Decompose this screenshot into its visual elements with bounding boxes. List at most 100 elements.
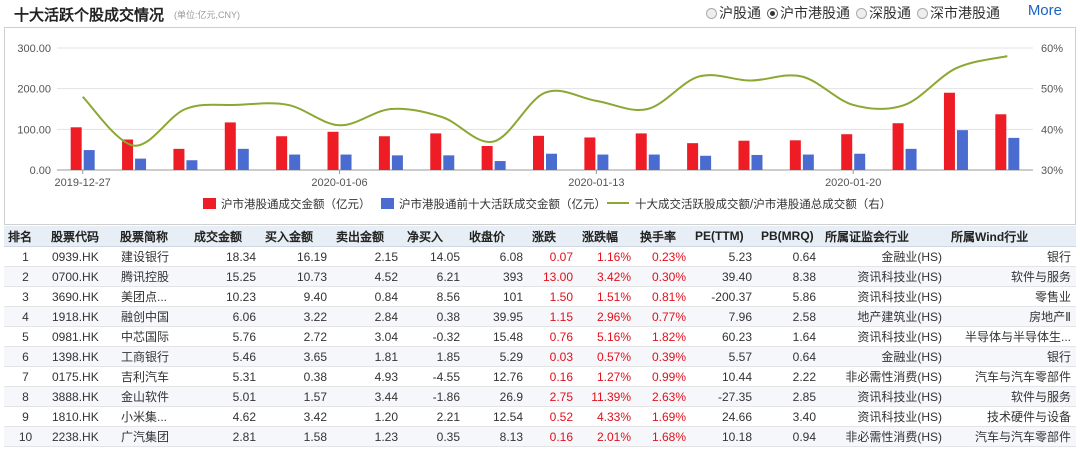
table-row[interactable]: 6 1398.HK 工商银行 5.46 3.65 1.81 1.85 5.29 0.03 0.57… <box>4 346 1076 367</box>
bar-total-turnover <box>533 135 544 170</box>
column-header[interactable]: 收盘价 <box>465 226 528 247</box>
table-cell: 1.50 <box>528 286 578 307</box>
table-row[interactable]: 7 0175.HK 吉利汽车 5.31 0.38 4.93 -4.55 12.76 0.16 1.… <box>4 366 1076 387</box>
table-cell: 1.57 <box>261 386 332 407</box>
table-cell: 18.34 <box>190 246 261 267</box>
column-header[interactable]: 所属Wind行业 <box>947 226 1076 247</box>
table-cell: 0.07 <box>528 246 578 267</box>
bar-total-turnover <box>892 123 904 170</box>
bar-top10-turnover <box>186 160 198 170</box>
column-header[interactable]: 成交金额 <box>190 226 261 247</box>
table-cell: 非必需性消费(HS) <box>821 426 947 447</box>
table-cell: 0939.HK <box>47 246 116 267</box>
table-row[interactable]: 8 3888.HK 金山软件 5.01 1.57 3.44 -1.86 26.9 2.75 11.… <box>4 386 1076 407</box>
bar-top10-turnover <box>289 154 301 170</box>
bar-top10-turnover <box>443 155 455 170</box>
table-cell: 101 <box>465 286 528 307</box>
table-cell: 2.96% <box>578 306 636 327</box>
column-header[interactable]: 涨跌幅 <box>578 226 636 247</box>
bar-total-turnover <box>224 122 236 170</box>
column-header[interactable]: 净买入 <box>403 226 465 247</box>
market-radio-0[interactable]: 沪股通 <box>706 3 761 23</box>
bar-top10-turnover <box>700 155 712 170</box>
x-tick-label: 2020-01-20 <box>825 177 881 189</box>
table-cell: 1.81 <box>332 346 403 367</box>
column-header[interactable]: 股票代码 <box>47 226 116 247</box>
table-cell: 0.03 <box>528 346 578 367</box>
table-cell: 3.42% <box>578 266 636 287</box>
table-cell: 393 <box>465 266 528 287</box>
table-row[interactable]: 4 1918.HK 融创中国 6.06 3.22 2.84 0.38 39.95 1.15 2.9… <box>4 306 1076 327</box>
table-cell: 39.95 <box>465 306 528 327</box>
table-cell: 12.54 <box>465 406 528 427</box>
bar-top10-turnover <box>546 153 557 170</box>
x-tick-label: 2020-01-06 <box>311 177 367 189</box>
table-cell: 0.81% <box>636 286 691 307</box>
table-cell: 5.76 <box>190 326 261 347</box>
column-header[interactable]: 股票简称 <box>116 226 190 247</box>
table-cell: 11.39% <box>578 386 636 407</box>
table-cell: 4 <box>4 306 47 327</box>
column-header[interactable]: 所属证监会行业 <box>821 226 947 247</box>
bar-top10-turnover <box>237 148 249 170</box>
table-row[interactable]: 9 1810.HK 小米集... 4.62 3.42 1.20 2.21 12.54 0.52 4… <box>4 406 1076 427</box>
table-row[interactable]: 1 0939.HK 建设银行 18.34 16.19 2.15 14.05 6.08 0.07 1… <box>4 246 1076 267</box>
table-cell: 6.08 <box>465 246 528 267</box>
ratio-line <box>81 55 1008 147</box>
table-row[interactable]: 2 0700.HK 腾讯控股 15.25 10.73 4.52 6.21 393 13.00 3.… <box>4 266 1076 287</box>
column-header[interactable]: PB(MRQ) <box>757 226 821 247</box>
table-cell: 26.9 <box>465 386 528 407</box>
radio-label: 深市港股通 <box>930 5 1000 21</box>
table-cell: 24.66 <box>691 406 757 427</box>
column-header[interactable]: 买入金额 <box>261 226 332 247</box>
table-row[interactable]: 3 3690.HK 美团点... 10.23 9.40 0.84 8.56 101 1.50 1.… <box>4 286 1076 307</box>
bar-top10-turnover <box>905 148 917 170</box>
table-cell: 2.85 <box>757 386 821 407</box>
table-cell: 2.84 <box>332 306 403 327</box>
right-tick-label: 40% <box>1041 124 1063 136</box>
table-cell: 10 <box>4 426 47 447</box>
bar-total-turnover <box>841 134 853 170</box>
radio-circle-icon <box>767 7 778 19</box>
market-radio-3[interactable]: 深市港股通 <box>917 3 1000 23</box>
table-cell: 4.33% <box>578 406 636 427</box>
column-header[interactable]: PE(TTM) <box>691 226 757 247</box>
table-cell: 0.64 <box>757 346 821 367</box>
table-cell: 小米集... <box>116 406 190 427</box>
table-cell: 汽车与汽车零部件 <box>947 426 1076 447</box>
table-cell: 1.68% <box>636 426 691 447</box>
column-header[interactable]: 卖出金额 <box>332 226 403 247</box>
bar-top10-turnover <box>854 153 866 170</box>
table-cell: 0.16 <box>528 426 578 447</box>
table-cell: 建设银行 <box>116 246 190 267</box>
market-radio-1[interactable]: 沪市港股通 <box>767 3 850 23</box>
table-cell: 0.57% <box>578 346 636 367</box>
bar-total-turnover <box>378 136 390 170</box>
x-tick-label: 2020-01-13 <box>568 177 624 189</box>
left-tick-label: 200.00 <box>17 84 51 96</box>
table-row[interactable]: 10 2238.HK 广汽集团 2.81 1.58 1.23 0.35 8.13 0.16 2.0… <box>4 426 1076 447</box>
column-header[interactable]: 涨跌 <box>528 226 578 247</box>
table-cell: 8.13 <box>465 426 528 447</box>
table-cell: 0.64 <box>757 246 821 267</box>
table-cell: 0.52 <box>528 406 578 427</box>
table-row[interactable]: 5 0981.HK 中芯国际 5.76 2.72 3.04 -0.32 15.48 0.76 5.… <box>4 326 1076 347</box>
active-stocks-table: 排名 股票代码 股票简称 成交金额 买入金额 卖出金额 净买入 收盘价 涨跌 涨跌幅 换手率 PE(T… <box>4 226 1076 447</box>
bar-total-turnover <box>430 133 442 170</box>
market-radio-2[interactable]: 深股通 <box>856 3 911 23</box>
table-cell: 0.38 <box>403 306 465 327</box>
table-cell: 3.42 <box>261 406 332 427</box>
left-tick-label: 300.00 <box>17 43 51 55</box>
table-cell: 6.21 <box>403 266 465 287</box>
column-header[interactable]: 换手率 <box>636 226 691 247</box>
bar-top10-turnover <box>494 161 506 170</box>
table-cell: 腾讯控股 <box>116 266 190 287</box>
table-cell: 7 <box>4 366 47 387</box>
table-cell: 2.22 <box>757 366 821 387</box>
table-cell: 零售业 <box>947 286 1076 307</box>
column-header[interactable]: 排名 <box>4 226 47 247</box>
table-cell: 中芯国际 <box>116 326 190 347</box>
table-cell: 1810.HK <box>47 406 116 427</box>
more-link[interactable]: More <box>1027 2 1062 19</box>
bar-top10-turnover <box>83 150 95 170</box>
